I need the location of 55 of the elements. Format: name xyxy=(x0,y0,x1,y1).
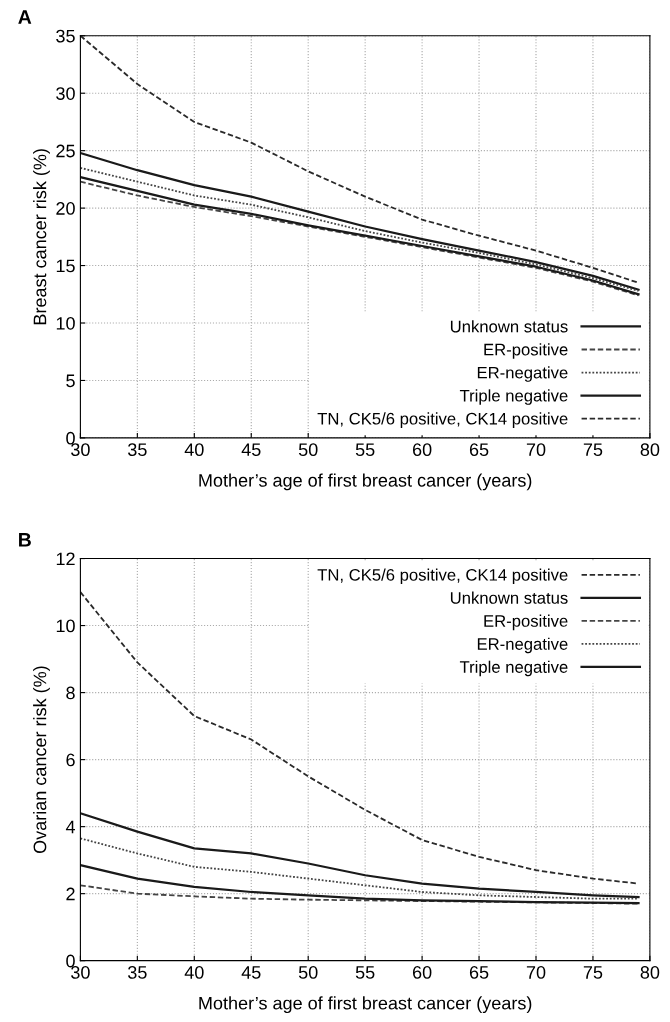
x-tick-label: 35 xyxy=(128,966,147,979)
y-tick-label: 8 xyxy=(66,686,75,700)
legend-label: Unknown status xyxy=(450,320,568,333)
y-tick-label: 15 xyxy=(56,259,75,273)
text: B xyxy=(19,533,31,547)
x-tick-label: 55 xyxy=(355,443,375,457)
legend-label: ER-positive xyxy=(484,614,568,631)
line-series xyxy=(80,35,640,284)
x-tick-label: 50 xyxy=(298,443,318,457)
y-tick-label: 30 xyxy=(56,87,75,100)
x-tick-label: 65 xyxy=(469,443,489,457)
legend-label: Triple negative xyxy=(459,389,568,405)
x-tick-label: 80 xyxy=(640,443,660,457)
x-tick-label: 80 xyxy=(640,966,660,979)
legend-label: Triple negative xyxy=(459,660,568,677)
y-tick-label: 10 xyxy=(56,316,75,330)
y-tick-label: 4 xyxy=(65,820,76,834)
y-tick-label: 20 xyxy=(56,202,75,215)
x-tick-label: 50 xyxy=(298,966,318,979)
legend-label: Unknown status xyxy=(450,591,568,604)
x-axis-title: Mother’s age of first breast cancer (years) xyxy=(199,996,532,1014)
y-tick-label: 0 xyxy=(66,431,75,445)
x-tick-label: 40 xyxy=(184,443,204,457)
y-tick-label: 25 xyxy=(56,144,75,158)
y-tick-label: 12 xyxy=(56,552,75,566)
text: A xyxy=(18,10,32,24)
x-tick-label: 75 xyxy=(583,966,603,979)
legend-label: ER-positive xyxy=(484,343,568,359)
line-series xyxy=(80,812,640,899)
x-tick-label: 65 xyxy=(469,966,489,979)
x-tick-label: 45 xyxy=(241,966,261,979)
line-series xyxy=(80,864,640,905)
x-axis-title: Mother’s age of first breast cancer (years) xyxy=(199,473,532,491)
y-axis-title: Breast cancer risk (%) xyxy=(33,149,50,325)
y-tick-label: 6 xyxy=(66,753,75,767)
x-tick-label: 35 xyxy=(128,443,147,457)
x-tick-label: 40 xyxy=(184,966,204,979)
x-tick-label: 70 xyxy=(526,966,546,979)
y-axis-title: Ovarian cancer risk (%) xyxy=(33,666,50,854)
x-tick-label: 60 xyxy=(412,443,432,457)
x-tick-label: 70 xyxy=(526,443,546,457)
y-tick-label: 5 xyxy=(66,374,75,388)
legend-label: ER-negative xyxy=(477,637,568,654)
line-series xyxy=(80,837,640,900)
x-tick-label: 75 xyxy=(583,443,603,457)
x-tick-label: 45 xyxy=(241,443,261,457)
x-tick-label: 55 xyxy=(355,966,375,979)
y-tick-label: 0 xyxy=(66,954,75,968)
y-tick-label: 35 xyxy=(56,29,75,43)
y-tick-label: 2 xyxy=(66,887,75,901)
y-tick-label: 10 xyxy=(56,619,75,633)
legend-label: ER-negative xyxy=(477,366,568,382)
legend-label: TN, CK5/6 positive, CK14 positive xyxy=(317,568,568,585)
x-tick-label: 60 xyxy=(412,966,432,979)
legend-label: TN, CK5/6 positive, CK14 positive xyxy=(317,412,568,428)
